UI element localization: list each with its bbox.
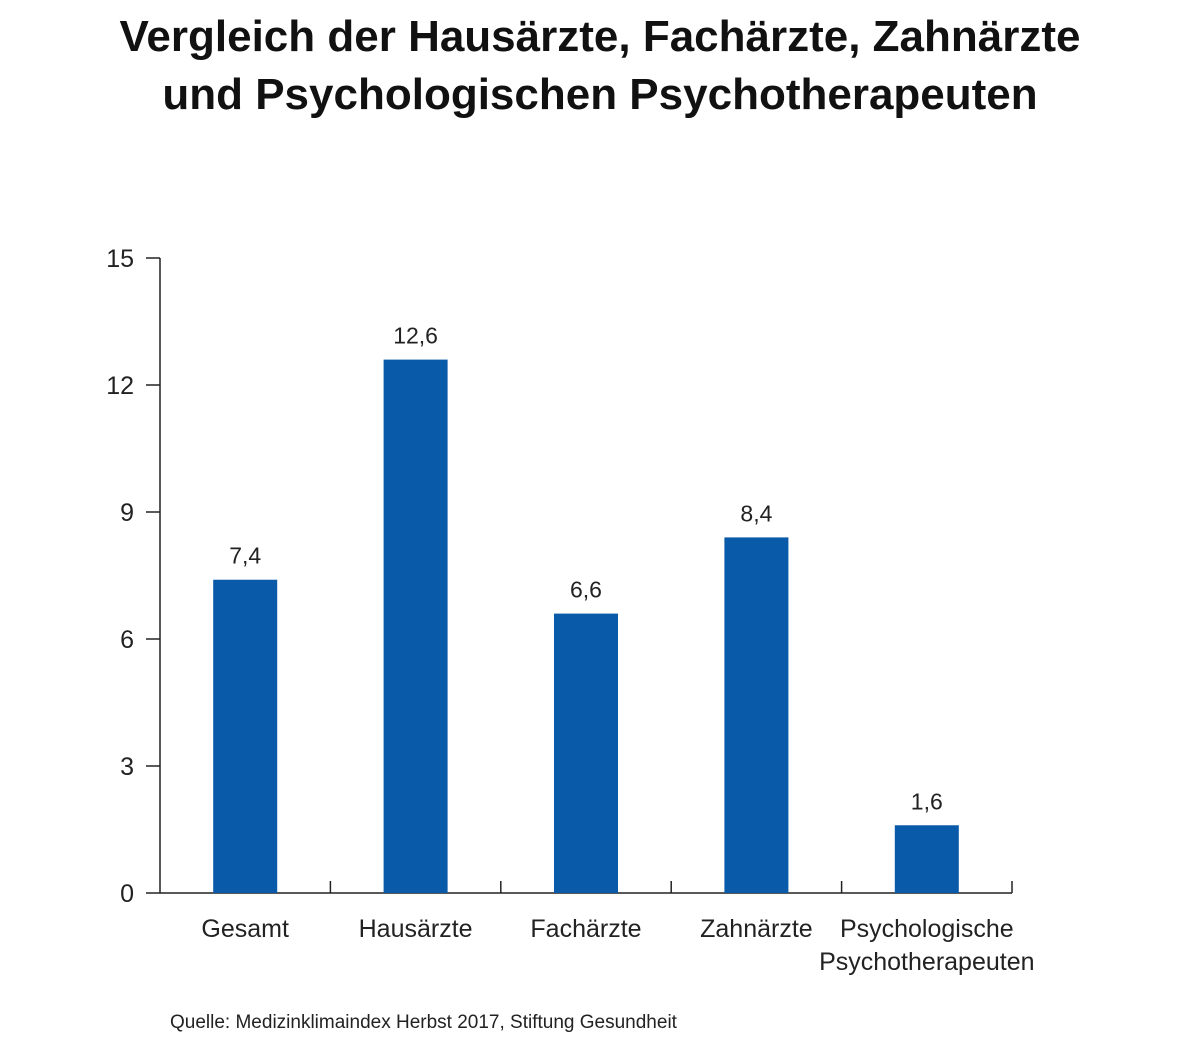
data-label: 7,4 [229, 543, 261, 569]
data-label: 12,6 [393, 323, 438, 349]
x-category-label: Gesamt [201, 915, 289, 943]
chart-title-line-2: und Psychologischen Psychotherapeuten [162, 70, 1038, 119]
bar [383, 359, 448, 894]
bar [894, 825, 959, 893]
bar [724, 537, 789, 893]
bar [554, 613, 618, 893]
x-category-label: Psychotherapeuten [819, 948, 1034, 976]
bar-chart: 0 3 6 9 12 15 7,4 Gesamt 12,6 Hausärzte 6,6 Fachärz… [106, 245, 1034, 976]
x-category-label: Fachärzte [530, 915, 641, 943]
chart-title-line-1: Vergleich der Hausärzte, Fachärzte, Zahn… [119, 12, 1081, 61]
y-tick-label: 12 [106, 372, 134, 400]
data-label: 8,4 [740, 500, 772, 526]
y-tick-label: 15 [106, 245, 134, 273]
data-label: 1,6 [911, 788, 943, 814]
y-tick-label: 6 [120, 626, 134, 654]
data-label: 6,6 [570, 577, 602, 603]
y-tick-label: 9 [120, 499, 134, 527]
y-tick-label: 0 [120, 880, 134, 908]
chart-title: Vergleich der Hausärzte, Fachärzte, Zahn… [0, 8, 1200, 124]
x-category-label: Zahnärzte [700, 915, 813, 943]
bar [213, 579, 278, 893]
x-category-label: Hausärzte [359, 915, 473, 943]
y-tick-label: 3 [120, 753, 134, 781]
source-note: Quelle: Medizinklimaindex Herbst 2017, S… [170, 1012, 677, 1033]
x-category-label: Psychologische [840, 915, 1014, 943]
